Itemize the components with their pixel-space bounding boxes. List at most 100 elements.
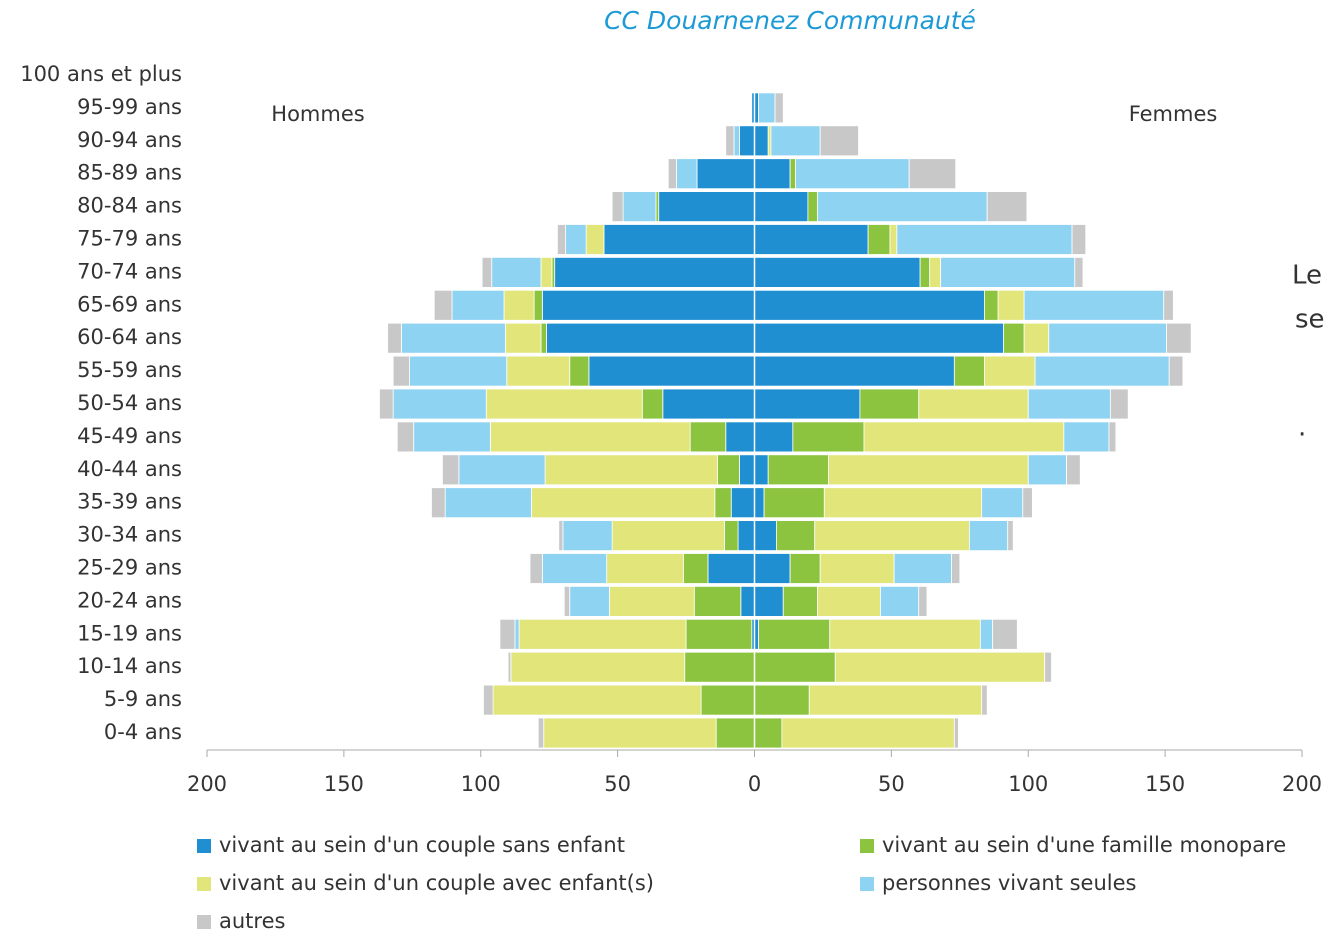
bar xyxy=(986,191,1028,223)
bar xyxy=(510,651,686,683)
bar xyxy=(444,487,532,519)
bar xyxy=(400,322,506,354)
bar xyxy=(676,158,698,190)
bar xyxy=(808,684,983,716)
side-text: . xyxy=(1298,413,1306,443)
bar xyxy=(1027,388,1111,420)
x-tick-label: 0 xyxy=(748,772,761,796)
y-tick-label: 15-19 ans xyxy=(77,621,182,645)
bar xyxy=(392,388,487,420)
bar xyxy=(569,355,590,387)
bar xyxy=(968,520,1009,551)
bar xyxy=(409,355,508,387)
bar xyxy=(1044,651,1052,683)
bar xyxy=(737,520,755,551)
bar xyxy=(754,421,794,453)
bar xyxy=(740,586,755,617)
bar xyxy=(506,355,571,387)
bar xyxy=(725,125,735,157)
bar xyxy=(684,651,755,683)
bar xyxy=(981,684,988,716)
bar xyxy=(754,125,769,157)
bar xyxy=(754,322,1005,354)
bar xyxy=(863,421,1065,453)
bar xyxy=(807,191,818,223)
bar xyxy=(541,553,608,584)
bar xyxy=(893,553,952,584)
bar xyxy=(908,158,957,190)
bar xyxy=(563,586,571,617)
bar xyxy=(754,586,784,617)
bar xyxy=(569,586,610,617)
y-tick-label: 40-44 ans xyxy=(77,457,182,481)
bar xyxy=(585,224,605,255)
bar xyxy=(543,717,717,749)
bar xyxy=(929,256,942,288)
bar xyxy=(739,454,755,486)
bar xyxy=(754,388,861,420)
chart-title: CC Douarnenez Communauté xyxy=(604,6,976,35)
legend-label: vivant au sein d'une famille monopare xyxy=(882,833,1286,857)
bar xyxy=(489,421,691,453)
bar xyxy=(997,289,1025,321)
y-tick-label: 25-29 ans xyxy=(77,556,182,580)
legend-label: vivant au sein d'un couple sans enfant xyxy=(219,833,625,857)
bar xyxy=(562,520,613,551)
bar xyxy=(834,651,1046,683)
y-tick-label: 20-24 ans xyxy=(77,588,182,612)
legend-swatch xyxy=(197,839,211,853)
x-tick-label: 150 xyxy=(324,772,364,796)
bar xyxy=(1003,322,1025,354)
bar xyxy=(754,553,791,584)
bar xyxy=(919,256,931,288)
bar xyxy=(953,355,985,387)
y-tick-label: 30-34 ans xyxy=(77,523,182,547)
bar xyxy=(546,322,755,354)
bar xyxy=(451,289,505,321)
bar xyxy=(1034,355,1170,387)
bar xyxy=(518,618,687,650)
bar xyxy=(504,322,542,354)
bar xyxy=(715,717,755,749)
legend-label: autres xyxy=(219,909,285,933)
bar xyxy=(554,256,755,288)
bar xyxy=(685,618,753,650)
bar xyxy=(763,487,825,519)
bar xyxy=(714,487,732,519)
bar xyxy=(782,586,818,617)
x-tick-label: 50 xyxy=(878,772,905,796)
side-text: Le xyxy=(1292,261,1322,291)
bar xyxy=(951,553,961,584)
bar xyxy=(754,224,869,255)
bar xyxy=(622,191,657,223)
bar xyxy=(789,158,796,190)
bar xyxy=(558,520,564,551)
x-tick-label: 100 xyxy=(461,772,501,796)
bar xyxy=(700,684,755,716)
bar xyxy=(1022,487,1033,519)
bar xyxy=(767,125,772,157)
bar xyxy=(641,388,664,420)
bar xyxy=(1048,322,1167,354)
bar xyxy=(609,586,695,617)
y-tick-label: 10-14 ans xyxy=(77,654,182,678)
bar xyxy=(485,388,643,420)
legend-swatch xyxy=(860,877,874,891)
bar xyxy=(770,125,821,157)
bar xyxy=(754,684,810,716)
bar xyxy=(396,421,415,453)
bar xyxy=(689,421,727,453)
bar xyxy=(817,191,988,223)
bar xyxy=(1007,520,1014,551)
bar xyxy=(413,421,491,453)
bar xyxy=(514,618,520,650)
x-tick-label: 200 xyxy=(187,772,227,796)
bar xyxy=(551,256,556,288)
legend-label: vivant au sein d'un couple avec enfant(s… xyxy=(219,871,654,895)
y-tick-label: 80-84 ans xyxy=(77,194,182,218)
bar xyxy=(606,553,684,584)
bar xyxy=(492,684,702,716)
bar xyxy=(1066,454,1081,486)
bar xyxy=(442,454,460,486)
x-tick-label: 100 xyxy=(1008,772,1048,796)
